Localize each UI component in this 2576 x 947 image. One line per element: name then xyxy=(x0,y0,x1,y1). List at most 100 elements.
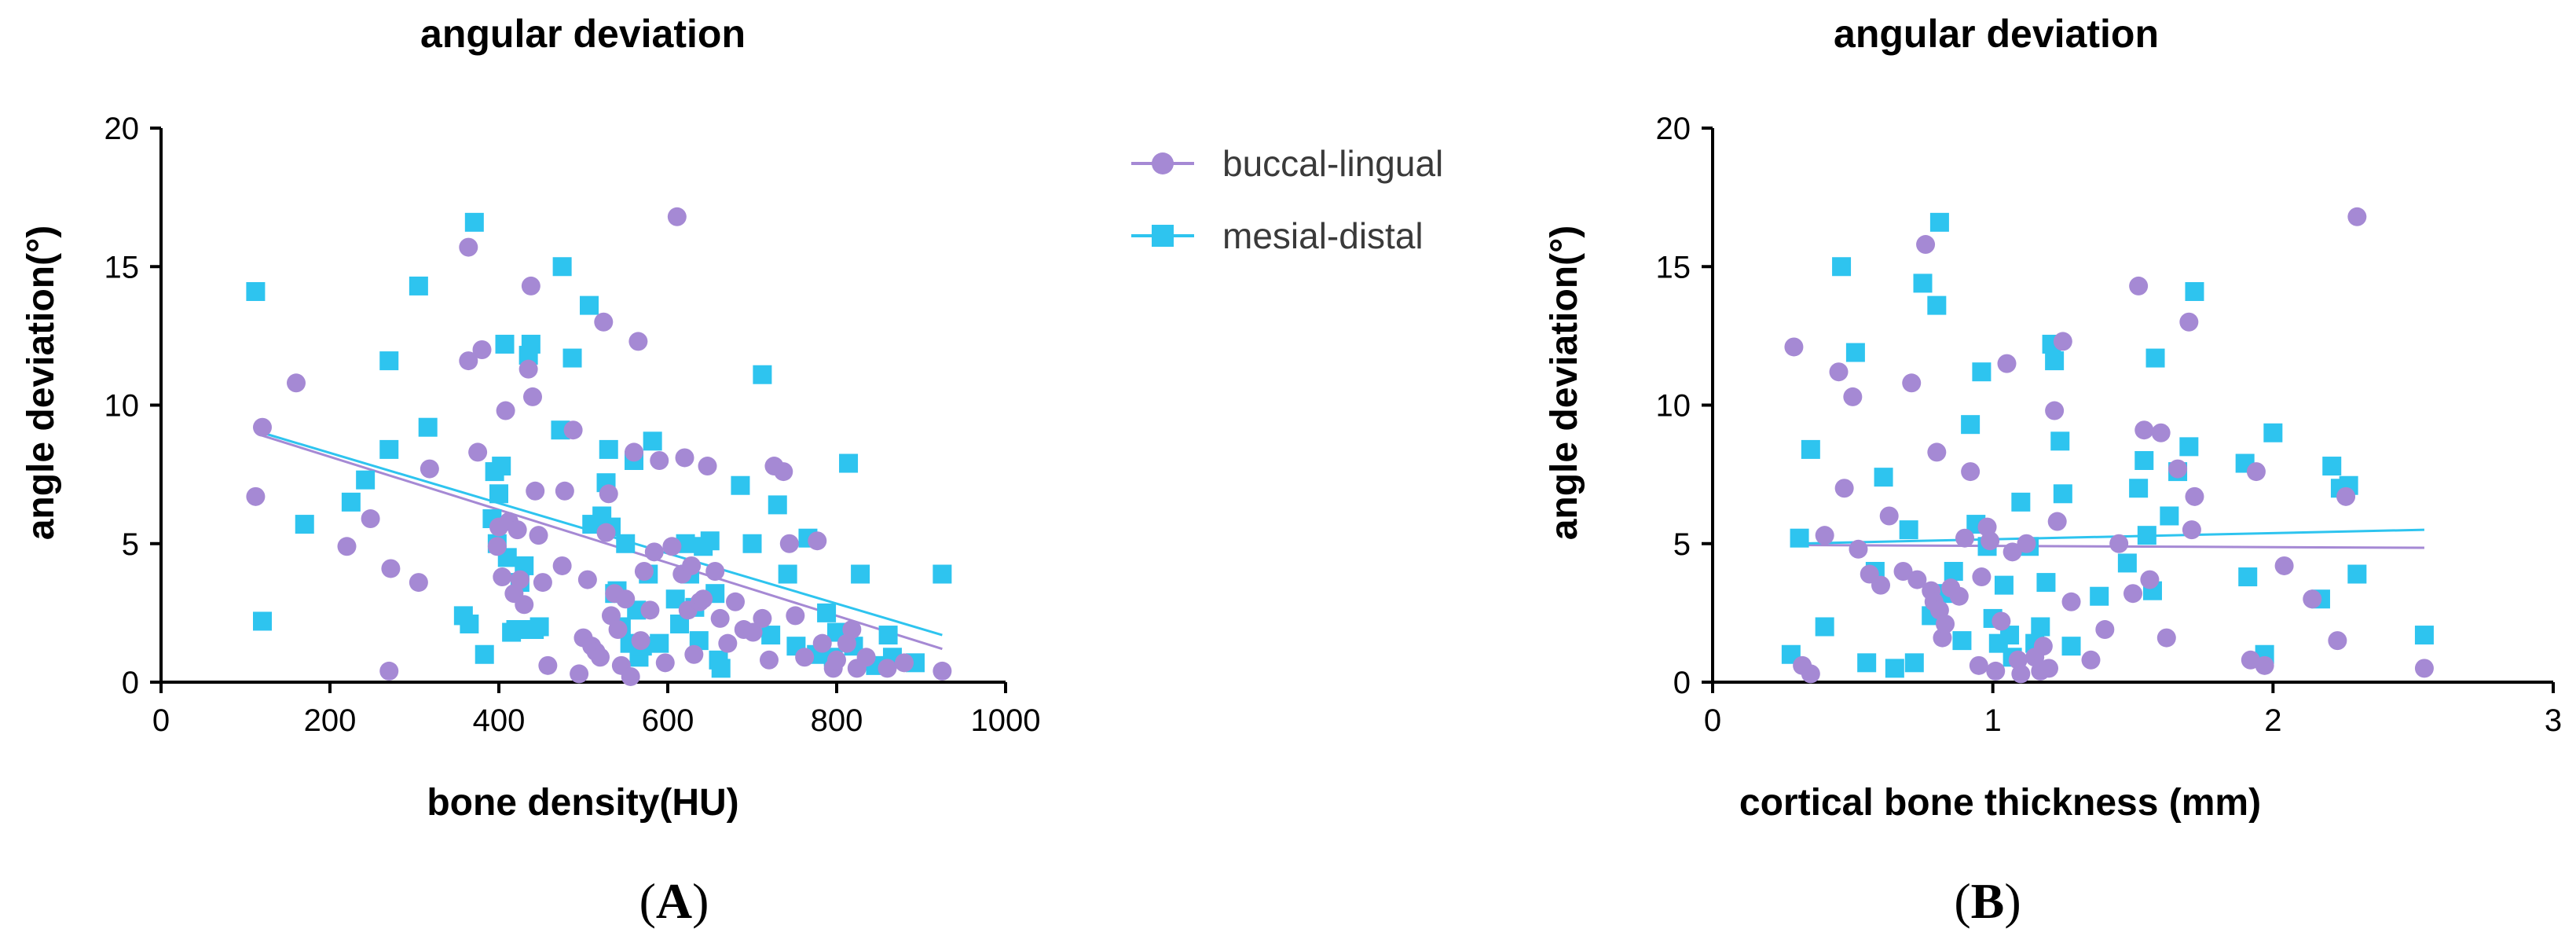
panel-b-y-tick-label: 20 xyxy=(1656,112,1691,146)
panel-b-point-buccal-lingual xyxy=(2033,637,2053,656)
panel-a-point-mesial-distal xyxy=(379,351,399,371)
panel-b-point-mesial-distal xyxy=(1790,528,1809,548)
panel-a-point-mesial-distal xyxy=(817,603,837,622)
panel-a-point-buccal-lingual xyxy=(570,664,589,684)
panel-a-x-tick-label: 400 xyxy=(473,703,526,738)
panel-b-y-tick-label: 5 xyxy=(1673,527,1691,562)
panel-a-point-buccal-lingual xyxy=(682,556,702,575)
panel-a-point-buccal-lingual xyxy=(812,633,832,653)
panel-b-points xyxy=(1781,207,2434,684)
panel-a-point-buccal-lingual xyxy=(662,537,682,556)
panel-b-point-buccal-lingual xyxy=(1784,337,1804,357)
panel-a-point-buccal-lingual xyxy=(856,648,876,667)
panel-a-x-tick-label: 1000 xyxy=(971,703,1041,738)
panel-b-point-buccal-lingual xyxy=(1936,614,1955,633)
panel-a-point-buccal-lingual xyxy=(631,631,650,651)
panel-b-point-buccal-lingual xyxy=(2123,584,2142,604)
panel-b-point-mesial-distal xyxy=(2322,457,2342,476)
panel-b-trendline-buccal-lingual xyxy=(1794,544,2424,549)
panel-a-label: (A) xyxy=(639,873,709,929)
panel-b-point-mesial-distal xyxy=(1885,659,1904,678)
panel-a-point-buccal-lingual xyxy=(538,655,558,675)
panel-b-point-buccal-lingual xyxy=(2081,650,2101,670)
panel-a-point-buccal-lingual xyxy=(253,417,272,437)
panel-a-point-mesial-distal xyxy=(489,484,508,504)
legend-marker-square xyxy=(1152,225,1174,247)
panel-a-point-mesial-distal xyxy=(933,564,952,584)
panel-a-point-mesial-distal xyxy=(650,633,669,653)
panel-a-point-buccal-lingual xyxy=(459,237,478,257)
panel-a-point-buccal-lingual xyxy=(563,420,583,440)
panel-a-point-buccal-lingual xyxy=(634,562,654,581)
panel-a-x-tick-label: 0 xyxy=(152,703,170,738)
panel-a-point-buccal-lingual xyxy=(361,509,380,529)
panel-a-point-buccal-lingual xyxy=(493,567,512,587)
panel-a-point-mesial-distal xyxy=(878,626,898,645)
panel-b-point-buccal-lingual xyxy=(1843,387,1863,406)
panel-a-point-mesial-distal xyxy=(492,457,511,476)
panel-a-point-mesial-distal xyxy=(464,212,484,232)
panel-b-point-mesial-distal xyxy=(2031,617,2050,637)
panel-a-point-mesial-distal xyxy=(700,531,720,551)
panel-a-point-buccal-lingual xyxy=(718,633,738,653)
panel-b-x-tick-label: 1 xyxy=(1984,703,2002,738)
panel-b-y-tick-label: 15 xyxy=(1656,250,1691,284)
panel-a-point-buccal-lingual xyxy=(621,666,640,686)
panel-a-point-buccal-lingual xyxy=(591,648,610,667)
panel-b-point-buccal-lingual xyxy=(2179,312,2199,332)
panel-b-point-buccal-lingual xyxy=(2039,659,2058,678)
panel-a-point-buccal-lingual xyxy=(655,653,675,673)
panel-a-y-tick-label: 5 xyxy=(122,527,139,562)
panel-a-point-mesial-distal xyxy=(599,439,618,459)
panel-a-point-buccal-lingual xyxy=(468,442,488,462)
panel-b-point-buccal-lingual xyxy=(1969,655,1988,675)
panel-b-point-buccal-lingual xyxy=(2003,542,2022,562)
panel-b-point-buccal-lingual xyxy=(1972,567,1992,587)
panel-a-point-buccal-lingual xyxy=(640,600,660,620)
panel-b-point-mesial-distal xyxy=(1801,439,1820,459)
panel-a-point-buccal-lingual xyxy=(774,462,793,482)
panel-a-point-buccal-lingual xyxy=(878,659,897,678)
panel-a-point-buccal-lingual xyxy=(795,648,815,667)
panel-b-point-mesial-distal xyxy=(2061,637,2081,656)
panel-b-point-buccal-lingual xyxy=(2109,534,2129,553)
panel-a-point-buccal-lingual xyxy=(287,373,306,393)
panel-a-point-buccal-lingual xyxy=(246,486,266,506)
panel-a-point-buccal-lingual xyxy=(726,592,745,611)
panel-a-point-buccal-lingual xyxy=(786,606,805,626)
panel-b-point-buccal-lingual xyxy=(1815,526,1834,545)
panel-a-point-buccal-lingual xyxy=(533,573,552,593)
panel-b-point-buccal-lingual xyxy=(1902,373,1922,393)
legend-item-buccal-lingual: buccal-lingual xyxy=(1131,143,1443,184)
panel-a-point-buccal-lingual xyxy=(523,387,542,406)
panel-a-chart: angular deviation angle deviation(°) bon… xyxy=(20,12,1040,929)
panel-b-point-buccal-lingual xyxy=(1879,506,1899,526)
legend-label-buccal-lingual: buccal-lingual xyxy=(1222,143,1443,184)
panel-a-point-buccal-lingual xyxy=(459,351,478,371)
panel-b-point-mesial-distal xyxy=(1904,653,1924,673)
panel-a-point-mesial-distal xyxy=(379,439,399,459)
panel-b-point-mesial-distal xyxy=(1913,273,1933,293)
panel-a-x-tick-label: 200 xyxy=(304,703,357,738)
panel-b-point-mesial-distal xyxy=(2414,626,2434,645)
panel-b-point-mesial-distal xyxy=(2185,281,2204,301)
panel-b-point-buccal-lingual xyxy=(2134,420,2154,440)
panel-b-point-mesial-distal xyxy=(2053,484,2072,504)
panel-b-point-mesial-distal xyxy=(1929,212,1949,232)
panel-b-point-mesial-distal xyxy=(1972,362,1992,382)
panel-b-point-mesial-distal xyxy=(1952,631,1972,651)
panel-a-title: angular deviation xyxy=(420,12,746,56)
panel-a-point-buccal-lingual xyxy=(577,570,597,589)
panel-b-point-mesial-distal xyxy=(2145,348,2165,368)
panel-a-point-mesial-distal xyxy=(418,417,438,437)
panel-b-point-mesial-distal xyxy=(2347,564,2367,584)
panel-a-point-buccal-lingual xyxy=(526,481,545,501)
panel-b-point-buccal-lingual xyxy=(1961,462,1981,482)
panel-b-point-mesial-distal xyxy=(2137,526,2156,545)
panel-b-point-buccal-lingual xyxy=(2047,512,2067,531)
panel-b-point-buccal-lingual xyxy=(2255,655,2274,675)
panel-a-y-tick-label: 20 xyxy=(104,112,140,146)
panel-a-point-mesial-distal xyxy=(506,620,526,640)
panel-b-point-mesial-distal xyxy=(2045,351,2065,371)
panel-b-point-buccal-lingual xyxy=(1997,354,2017,373)
